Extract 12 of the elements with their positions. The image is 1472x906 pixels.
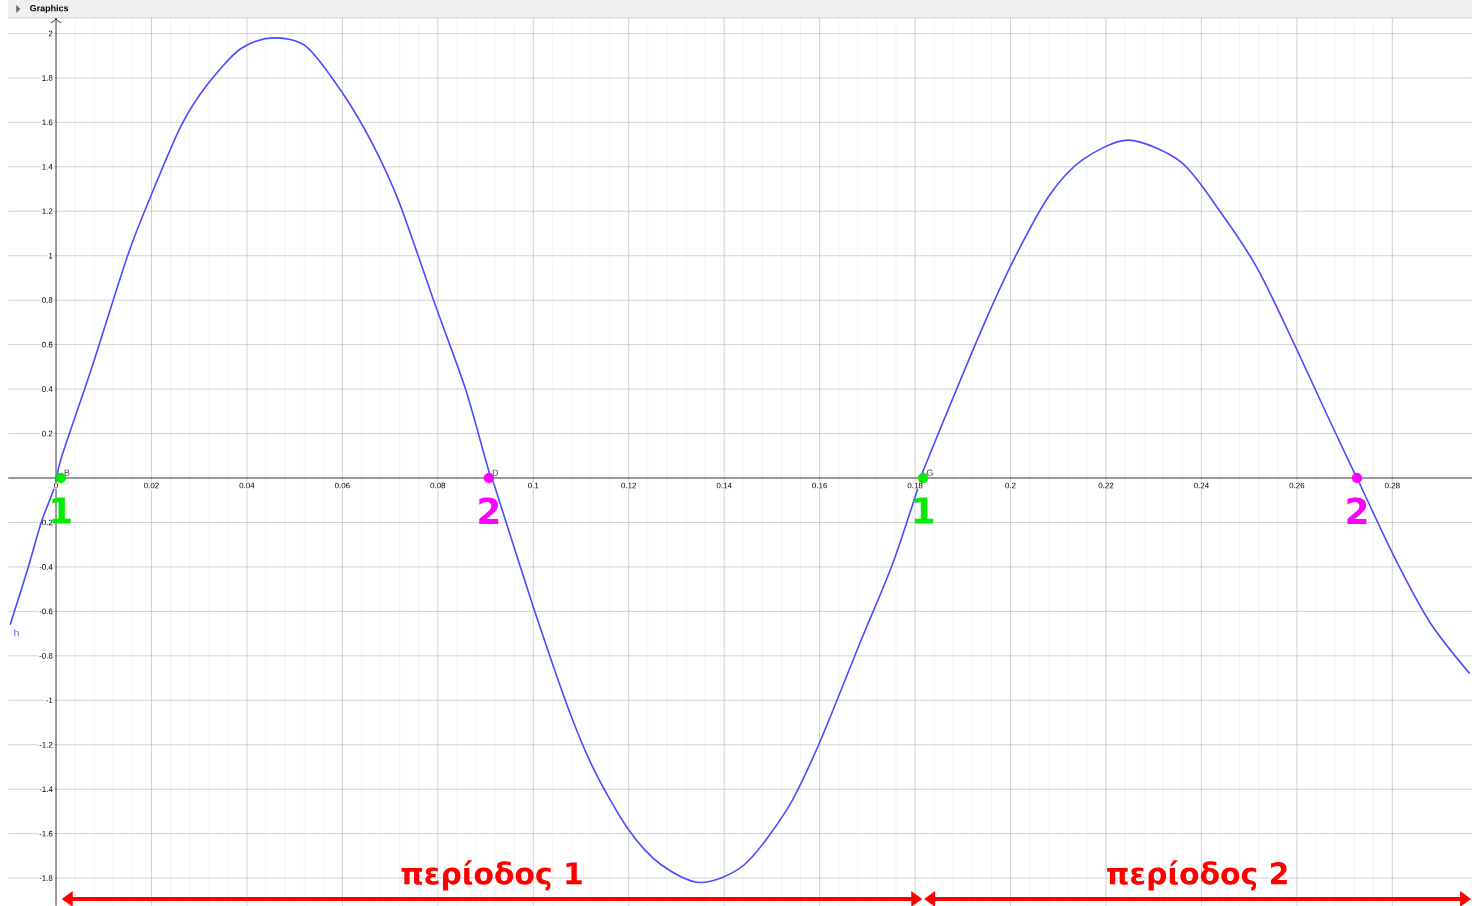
annotation: G	[926, 469, 933, 476]
annotation: περίοδος 2	[1107, 860, 1287, 891]
series-label: h	[14, 629, 19, 637]
annotation: 2	[1347, 497, 1367, 525]
point	[55, 472, 66, 484]
chart-title: Graphics	[30, 4, 69, 14]
annotation: D	[492, 469, 499, 476]
annotation: B	[64, 469, 70, 476]
annotation: περίοδος 1	[401, 860, 582, 891]
annotation: 2	[479, 497, 499, 525]
annotation: 1	[914, 497, 934, 524]
point	[1351, 472, 1363, 484]
